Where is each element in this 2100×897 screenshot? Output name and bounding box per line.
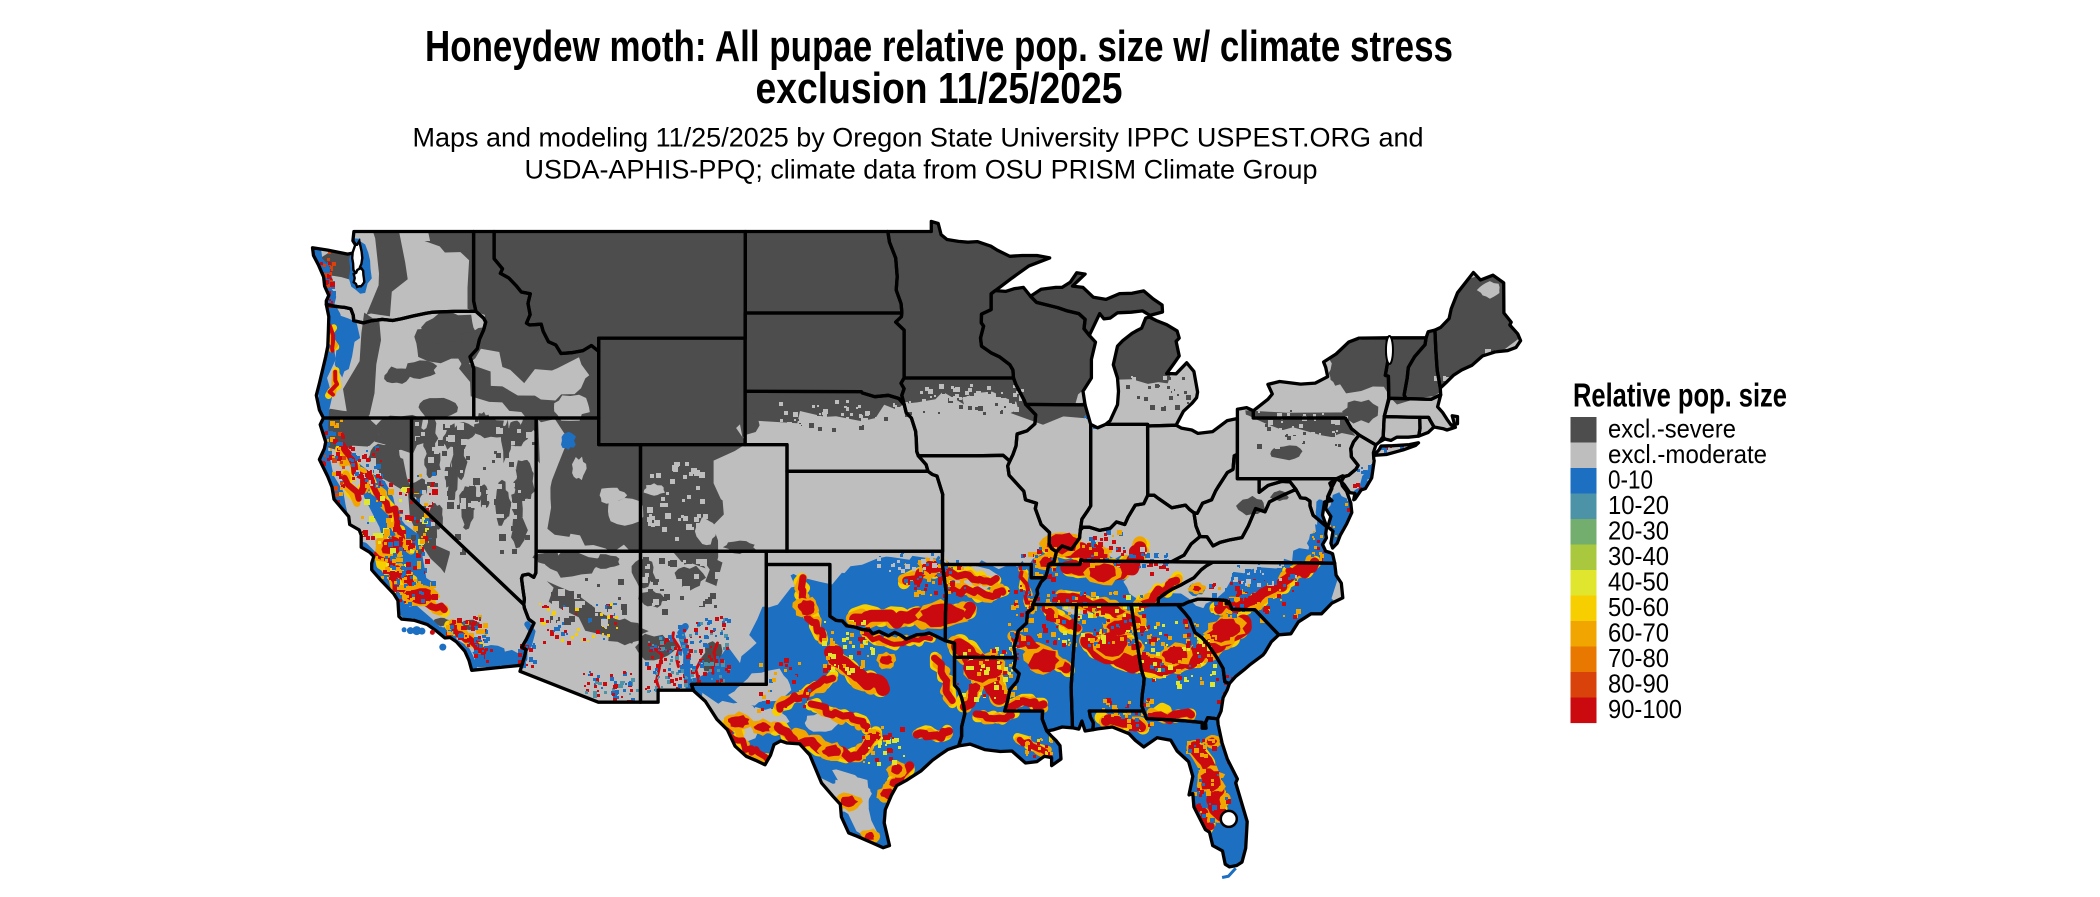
- svg-text:Honeydew moth: All pupae relat: Honeydew moth: All pupae relative pop. s…: [425, 22, 1453, 71]
- svg-text:excl.-moderate: excl.-moderate: [1608, 439, 1767, 469]
- svg-text:50-60: 50-60: [1608, 592, 1669, 622]
- svg-text:10-20: 10-20: [1608, 490, 1669, 520]
- svg-text:0-10: 0-10: [1608, 464, 1653, 494]
- svg-text:20-30: 20-30: [1608, 515, 1669, 545]
- svg-text:exclusion 11/25/2025: exclusion 11/25/2025: [756, 64, 1123, 113]
- svg-text:70-80: 70-80: [1608, 643, 1669, 673]
- svg-text:90-100: 90-100: [1608, 694, 1682, 724]
- svg-text:40-50: 40-50: [1608, 566, 1669, 596]
- svg-text:80-90: 80-90: [1608, 668, 1669, 698]
- svg-text:30-40: 30-40: [1608, 541, 1669, 571]
- svg-text:60-70: 60-70: [1608, 617, 1669, 647]
- svg-text:Maps and modeling 11/25/2025 b: Maps and modeling 11/25/2025 by Oregon S…: [412, 123, 1423, 153]
- svg-text:Relative pop. size: Relative pop. size: [1573, 377, 1787, 414]
- svg-text:excl.-severe: excl.-severe: [1608, 413, 1736, 443]
- svg-text:USDA-APHIS-PPQ; climate data f: USDA-APHIS-PPQ; climate data from OSU PR…: [525, 155, 1318, 185]
